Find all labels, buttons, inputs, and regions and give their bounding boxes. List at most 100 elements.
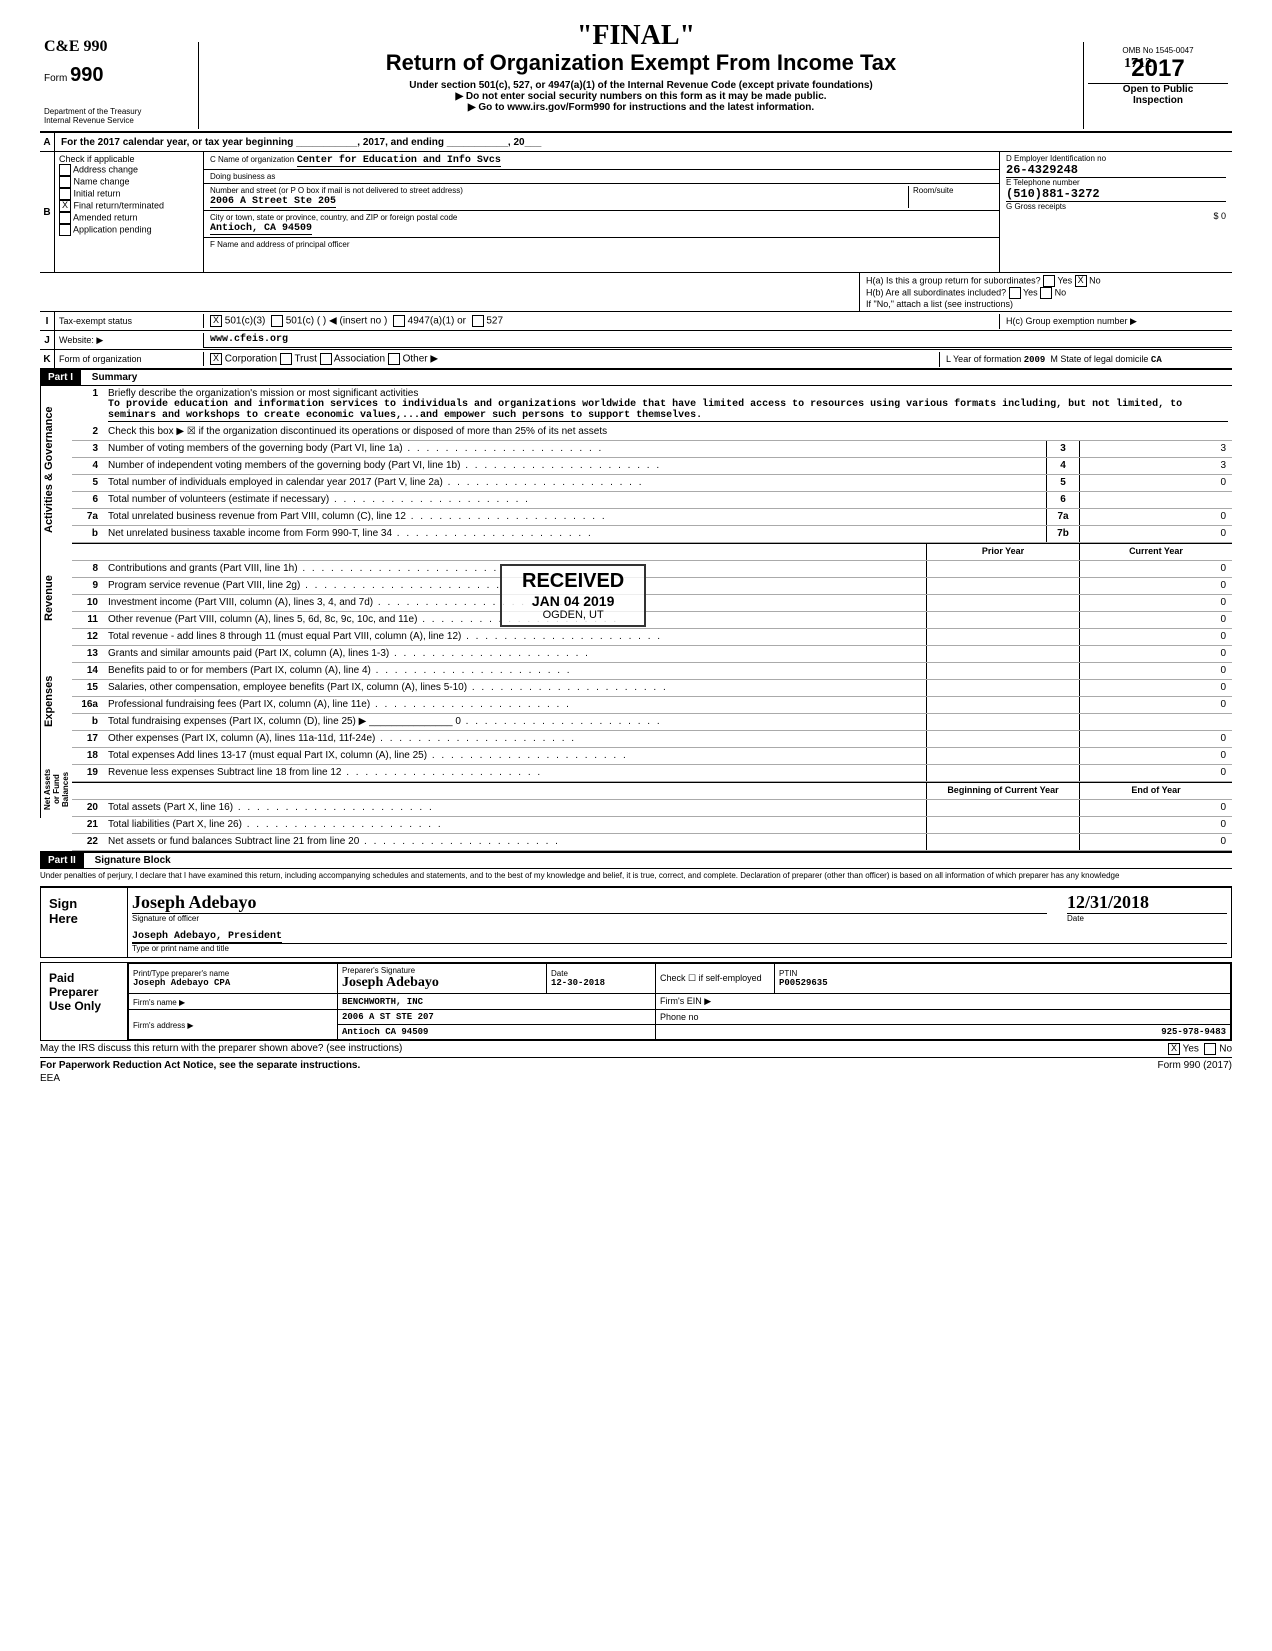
table-row: 10 Investment income (Part VIII, column … bbox=[72, 595, 1232, 612]
sig-name-label: Type or print name and title bbox=[132, 944, 1227, 953]
omb-label: OMB No 1545-0047 bbox=[1088, 46, 1228, 55]
prep-date-label: Date bbox=[551, 969, 651, 978]
table-row: b Total fundraising expenses (Part IX, c… bbox=[72, 714, 1232, 731]
prep-label-3: Use Only bbox=[49, 999, 119, 1013]
org-name: Center for Education and Info Svcs bbox=[297, 155, 501, 167]
phone-value: (510)881-3272 bbox=[1006, 187, 1226, 201]
line-i: I Tax-exempt status X 501(c)(3) 501(c) (… bbox=[40, 312, 1232, 331]
cb-final[interactable]: X bbox=[59, 200, 71, 212]
paperwork-text: For Paperwork Reduction Act Notice, see … bbox=[40, 1060, 1158, 1071]
handwritten-note: C&E 990 bbox=[44, 38, 108, 56]
c-name-label: C Name of organization bbox=[210, 155, 294, 164]
ptin-label: PTIN bbox=[779, 969, 1226, 978]
table-row: b Net unrelated business taxable income … bbox=[72, 526, 1232, 543]
cb-assoc[interactable] bbox=[320, 353, 332, 365]
firm-label: Firm's name ▶ bbox=[133, 998, 185, 1007]
city-value: Antioch, CA 94509 bbox=[210, 223, 312, 235]
i-label: Tax-exempt status bbox=[55, 314, 204, 328]
table-row: 7a Total unrelated business revenue from… bbox=[72, 509, 1232, 526]
h-note: If "No," attach a list (see instructions… bbox=[866, 299, 1226, 309]
form-year: 2017 bbox=[1088, 55, 1228, 83]
cb-initial[interactable] bbox=[59, 188, 71, 200]
firm-name: BENCHWORTH, INC bbox=[338, 994, 656, 1010]
table-row: 22 Net assets or fund balances Subtract … bbox=[72, 834, 1232, 851]
table-row: 17 Other expenses (Part IX, column (A), … bbox=[72, 731, 1232, 748]
cb-corp[interactable]: X bbox=[210, 353, 222, 365]
part-ii-title: Signature Block bbox=[87, 853, 179, 868]
cb-501c3[interactable]: X bbox=[210, 315, 222, 327]
sig-date-label: Date bbox=[1067, 914, 1227, 923]
discuss-text: May the IRS discuss this return with the… bbox=[40, 1043, 1168, 1055]
hb-label: H(b) Are all subordinates included? bbox=[866, 287, 1006, 297]
side-governance: Activities & Governance bbox=[40, 386, 72, 554]
prep-sig: Joseph Adebayo bbox=[342, 975, 542, 991]
line-j: J Website: ▶ www.cfeis.org bbox=[40, 331, 1232, 350]
preparer-block: Paid Preparer Use Only Print/Type prepar… bbox=[40, 962, 1232, 1041]
header-center: Return of Organization Exempt From Incom… bbox=[199, 42, 1083, 129]
form-header: C&E 990 Form 990 Department of the Treas… bbox=[40, 42, 1232, 133]
cb-other[interactable] bbox=[388, 353, 400, 365]
sign-block: Sign Here Joseph Adebayo Signature of of… bbox=[40, 886, 1232, 958]
ptin-value: P00529635 bbox=[779, 978, 1226, 988]
discuss-row: May the IRS discuss this return with the… bbox=[40, 1041, 1232, 1058]
prep-label-1: Paid bbox=[49, 971, 119, 985]
table-row: 9 Program service revenue (Part VIII, li… bbox=[72, 578, 1232, 595]
j-label: Website: ▶ bbox=[55, 333, 204, 348]
section-c: C Name of organization Center for Educat… bbox=[204, 152, 999, 272]
table-row: 6 Total number of volunteers (estimate i… bbox=[72, 492, 1232, 509]
street-label: Number and street (or P O box if mail is… bbox=[210, 186, 908, 195]
street-value: 2006 A Street Ste 205 bbox=[210, 196, 336, 208]
addr-label: Firm's address ▶ bbox=[133, 1021, 194, 1030]
table-row: 15 Salaries, other compensation, employe… bbox=[72, 680, 1232, 697]
cb-trust[interactable] bbox=[280, 353, 292, 365]
subtitle3: ▶ Go to www.irs.gov/Form990 for instruct… bbox=[207, 102, 1075, 113]
cb-amended[interactable] bbox=[59, 212, 71, 224]
hb-yes[interactable] bbox=[1009, 287, 1021, 299]
cb-4947[interactable] bbox=[393, 315, 405, 327]
ein-value: 26-4329248 bbox=[1006, 163, 1226, 177]
table-row: 21 Total liabilities (Part X, line 26) 0 bbox=[72, 817, 1232, 834]
sig-label: Signature of officer bbox=[132, 914, 1047, 923]
preparer-table: Print/Type preparer's name Joseph Adebay… bbox=[128, 963, 1231, 1040]
cb-address[interactable] bbox=[59, 164, 71, 176]
check-b-col: Check if applicable Address change Name … bbox=[55, 152, 204, 272]
cb-527[interactable] bbox=[472, 315, 484, 327]
city-label: City or town, state or province, country… bbox=[210, 213, 993, 222]
side-revenue: Revenue bbox=[40, 554, 72, 642]
ha-yes[interactable] bbox=[1043, 275, 1055, 287]
footer-row: For Paperwork Reduction Act Notice, see … bbox=[40, 1058, 1232, 1073]
table-row: 12 Total revenue - add lines 8 through 1… bbox=[72, 629, 1232, 646]
table-row: 3 Number of voting members of the govern… bbox=[72, 441, 1232, 458]
col-beg: Beginning of Current Year bbox=[926, 783, 1079, 799]
line-a-text: For the 2017 calendar year, or tax year … bbox=[55, 135, 1232, 150]
cb-pending[interactable] bbox=[59, 224, 71, 236]
sig-date: 12/31/2018 bbox=[1067, 892, 1149, 913]
line-a: A For the 2017 calendar year, or tax yea… bbox=[40, 133, 1232, 152]
section-bcdefg: B Check if applicable Address change Nam… bbox=[40, 152, 1232, 273]
hb-no[interactable] bbox=[1040, 287, 1052, 299]
table-row: 8 Contributions and grants (Part VIII, l… bbox=[72, 561, 1232, 578]
prep-label-2: Preparer bbox=[49, 985, 119, 999]
discuss-no[interactable] bbox=[1204, 1043, 1216, 1055]
cb-name[interactable] bbox=[59, 176, 71, 188]
table-row: 14 Benefits paid to or for members (Part… bbox=[72, 663, 1232, 680]
firm-addr2: Antioch CA 94509 bbox=[338, 1025, 656, 1040]
sign-label-1: Sign bbox=[49, 896, 119, 911]
ha-no[interactable]: X bbox=[1075, 275, 1087, 287]
room-label: Room/suite bbox=[908, 186, 993, 208]
prep-name-label: Print/Type preparer's name bbox=[133, 969, 333, 978]
discuss-yes[interactable]: X bbox=[1168, 1043, 1180, 1055]
prep-check: Check ☐ if self-employed bbox=[656, 964, 775, 994]
state-value: CA bbox=[1151, 355, 1162, 365]
hc-label: H(c) Group exemption number ▶ bbox=[999, 314, 1232, 329]
form-number: 990 bbox=[70, 64, 103, 86]
cb-501c[interactable] bbox=[271, 315, 283, 327]
mission-label: Briefly describe the organization's miss… bbox=[108, 388, 418, 399]
k-label: Form of organization bbox=[55, 352, 204, 366]
prep-phone: 925-978-9483 bbox=[656, 1025, 1231, 1040]
sign-label-2: Here bbox=[49, 911, 119, 926]
inspection-label: Inspection bbox=[1088, 95, 1228, 106]
part-ii-header: Part II Signature Block bbox=[40, 851, 1232, 869]
table-row: 16a Professional fundraising fees (Part … bbox=[72, 697, 1232, 714]
subtitle2: ▶ Do not enter social security numbers o… bbox=[207, 91, 1075, 102]
